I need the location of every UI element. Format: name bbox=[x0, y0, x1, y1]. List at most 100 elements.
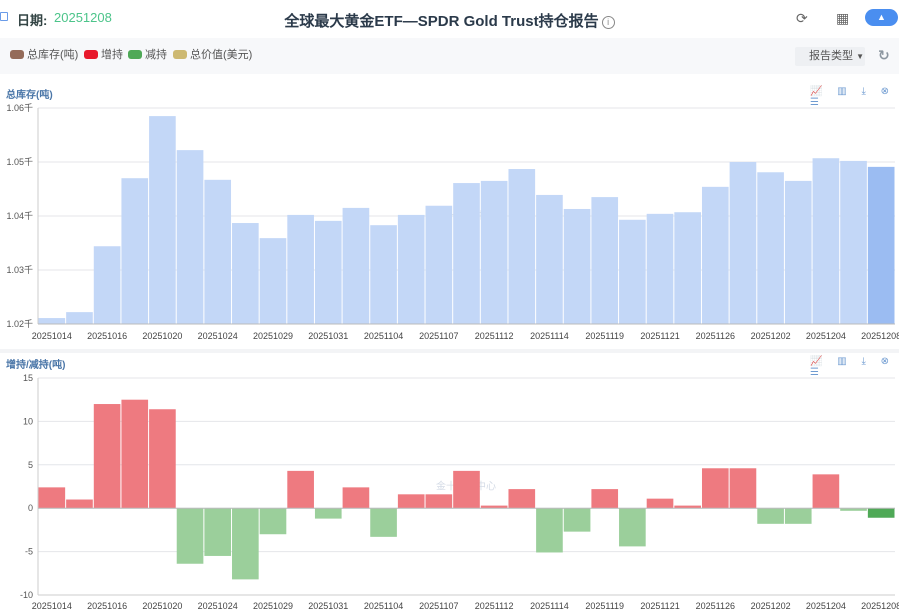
chevron-down-icon: ▼ bbox=[856, 52, 864, 61]
legend-swatch bbox=[10, 49, 24, 59]
legend-label: 增持 bbox=[101, 49, 123, 61]
x-tick-label: 20251121 bbox=[640, 331, 679, 341]
bar bbox=[563, 208, 591, 324]
bar bbox=[66, 312, 93, 324]
y-tick-label: 1.02千 bbox=[6, 319, 33, 329]
bar bbox=[397, 214, 425, 324]
legend-item[interactable]: 总价值(美元) bbox=[173, 46, 252, 62]
x-tick-label: 20251126 bbox=[696, 601, 735, 611]
bar bbox=[370, 225, 397, 324]
bar bbox=[480, 505, 508, 509]
bar bbox=[149, 409, 176, 509]
legend-item[interactable]: 减持 bbox=[128, 46, 167, 62]
page-title: 全球最大黄金ETF—SPDR Gold Trust持仓报告 i bbox=[0, 10, 899, 31]
bar bbox=[508, 169, 536, 324]
chart-toolbox-change[interactable]: 📈 ▥ ⤓ ⊗ ☰ bbox=[810, 356, 896, 378]
bar bbox=[342, 207, 370, 324]
legend-swatch bbox=[84, 49, 98, 59]
bar bbox=[232, 223, 259, 324]
report-type-dropdown[interactable]: 报告类型 ▼ bbox=[795, 47, 865, 66]
bar bbox=[38, 487, 66, 509]
legend-label: 减持 bbox=[145, 49, 167, 61]
x-tick-label: 20251204 bbox=[806, 331, 846, 341]
x-tick-label: 20251121 bbox=[640, 601, 679, 611]
x-tick-label: 20251208 bbox=[861, 331, 899, 341]
bar bbox=[259, 238, 287, 324]
bar bbox=[370, 508, 397, 537]
bar bbox=[425, 494, 453, 509]
bar bbox=[840, 160, 867, 324]
x-tick-label: 20251119 bbox=[585, 331, 624, 341]
x-tick-label: 20251202 bbox=[751, 331, 791, 341]
bar bbox=[729, 468, 757, 509]
bar bbox=[149, 116, 176, 324]
x-tick-label: 20251204 bbox=[806, 601, 846, 611]
chart-title-change: 增持/减持(吨) bbox=[6, 360, 66, 371]
refresh-icon[interactable]: ↻ bbox=[878, 47, 890, 63]
divider bbox=[0, 349, 899, 353]
bar bbox=[176, 508, 204, 564]
date-value[interactable]: 20251208 bbox=[54, 10, 112, 25]
bar bbox=[453, 183, 480, 324]
legend-item[interactable]: 增持 bbox=[84, 46, 123, 62]
x-tick-label: 20251107 bbox=[419, 601, 458, 611]
legend-swatch bbox=[173, 49, 187, 59]
bar bbox=[729, 162, 757, 324]
bar bbox=[259, 508, 287, 535]
bar bbox=[646, 498, 674, 509]
bar bbox=[397, 494, 425, 509]
x-tick-label: 20251104 bbox=[364, 331, 403, 341]
y-tick-label: -10 bbox=[20, 590, 33, 600]
bar bbox=[93, 246, 121, 324]
report-type-label: 报告类型 bbox=[809, 50, 853, 62]
x-tick-label: 20251112 bbox=[475, 601, 514, 611]
bar bbox=[314, 508, 342, 519]
bar bbox=[176, 150, 204, 324]
calendar-icon[interactable] bbox=[0, 12, 8, 21]
y-tick-label: -5 bbox=[25, 547, 33, 557]
x-tick-label: 20251029 bbox=[253, 601, 293, 611]
info-icon[interactable]: i bbox=[601, 16, 615, 29]
bar bbox=[480, 180, 508, 324]
legend-swatch bbox=[128, 49, 142, 59]
x-tick-label: 20251031 bbox=[308, 331, 348, 341]
bar bbox=[757, 172, 784, 324]
bar bbox=[784, 180, 812, 324]
x-tick-label: 20251107 bbox=[419, 331, 458, 341]
bar bbox=[701, 468, 729, 509]
y-tick-label: 1.05千 bbox=[6, 157, 33, 167]
bar bbox=[121, 399, 149, 509]
grid-icon[interactable]: ▦ bbox=[836, 10, 850, 26]
bar bbox=[536, 508, 563, 553]
x-tick-label: 20251014 bbox=[32, 331, 72, 341]
bar bbox=[867, 508, 895, 518]
chart-title-inventory: 总库存(吨) bbox=[6, 90, 53, 101]
bar bbox=[757, 508, 784, 524]
sync-icon[interactable]: ⟳ bbox=[796, 10, 808, 26]
x-tick-label: 20251024 bbox=[198, 331, 238, 341]
x-tick-label: 20251031 bbox=[308, 601, 348, 611]
x-tick-label: 20251024 bbox=[198, 601, 238, 611]
header: 日期: 20251208 全球最大黄金ETF—SPDR Gold Trust持仓… bbox=[0, 0, 899, 36]
bar bbox=[536, 194, 563, 324]
x-tick-label: 20251020 bbox=[142, 601, 182, 611]
x-tick-label: 20251202 bbox=[751, 601, 791, 611]
bar bbox=[38, 318, 66, 324]
bar bbox=[867, 166, 895, 324]
chart-view-button[interactable]: ▲ bbox=[865, 9, 898, 26]
chart-toolbox-inventory[interactable]: 📈 ▥ ⤓ ⊗ ☰ bbox=[810, 86, 896, 108]
x-tick-label: 20251029 bbox=[253, 331, 293, 341]
bar bbox=[287, 214, 314, 324]
bar bbox=[812, 158, 840, 324]
bar bbox=[646, 213, 674, 324]
bar bbox=[812, 474, 840, 509]
x-tick-label: 20251114 bbox=[530, 601, 569, 611]
x-tick-label: 20251016 bbox=[87, 331, 127, 341]
y-tick-label: 5 bbox=[28, 460, 33, 470]
bar bbox=[591, 489, 619, 509]
legend-item[interactable]: 总库存(吨) bbox=[10, 46, 78, 62]
bar bbox=[204, 179, 232, 324]
bar bbox=[232, 508, 259, 580]
y-tick-label: 1.03千 bbox=[6, 265, 33, 275]
bar bbox=[342, 487, 370, 509]
